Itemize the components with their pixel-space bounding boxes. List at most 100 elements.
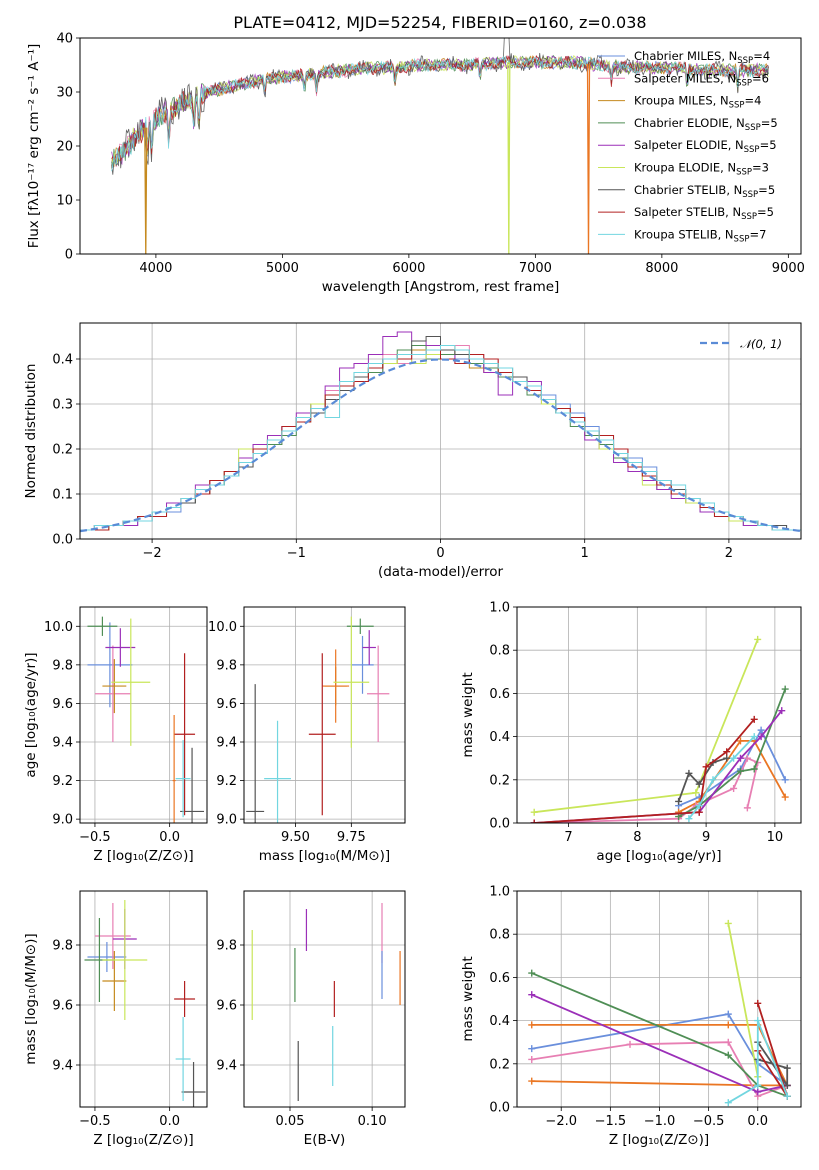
y-tick-label: 9.4 (52, 1059, 73, 1074)
x-axis-label: (data-model)/error (378, 564, 504, 580)
x-axis-label: age [log₁₀(age/yr)] (596, 848, 721, 864)
data-point (743, 804, 751, 812)
x-tick-label: 0.0 (159, 830, 180, 845)
data-point (528, 1021, 536, 1029)
y-tick-label: 0.4 (489, 1014, 510, 1029)
legend-series-name: Kroupa ELODIE (634, 161, 720, 175)
x-tick-label: 0.0 (747, 1114, 768, 1129)
y-tick-label: 9.0 (52, 813, 73, 828)
data-point (754, 1017, 762, 1025)
data-point (724, 919, 732, 927)
x-tick-label: 9.50 (281, 830, 310, 845)
y-tick-label: 1.0 (489, 885, 510, 900)
data-point (530, 819, 538, 823)
y-tick-label: 10.0 (208, 620, 237, 635)
data-point (530, 808, 538, 816)
x-tick-label: 0.0 (159, 1114, 180, 1129)
legend-label: Kroupa ELODIE, NSSP=3 (634, 161, 769, 178)
data-point (724, 1021, 732, 1029)
x-tick-label: 4000 (139, 261, 172, 276)
y-tick-label: 9.6 (216, 999, 237, 1014)
normal-curve (80, 358, 801, 533)
histogram-step (80, 349, 801, 539)
y-tick-label: 9.2 (52, 774, 73, 789)
data-point (695, 808, 703, 816)
data-point (724, 1038, 732, 1046)
y-tick-label: 0.6 (489, 971, 510, 986)
legend-label: 𝒩(0, 1) (740, 337, 782, 351)
x-tick-label: 8000 (645, 261, 678, 276)
y-tick-label: 20 (56, 140, 73, 155)
y-tick-label: 0.1 (52, 488, 73, 503)
data-point (730, 754, 738, 762)
x-tick-label: −0.5 (79, 1114, 111, 1129)
legend-nssp: 4 (763, 49, 770, 63)
plot-area (80, 331, 801, 539)
data-point (778, 707, 786, 715)
data-point (754, 999, 762, 1007)
axes-frame (516, 890, 802, 1108)
plot-area (530, 635, 789, 823)
legend-series-name: Kroupa STELIB (634, 227, 718, 241)
y-tick-label: 0.0 (489, 817, 510, 832)
x-tick-label: 1 (581, 546, 589, 561)
axes-frame (516, 606, 802, 824)
data-point (736, 754, 744, 762)
x-tick-label: 5000 (266, 261, 299, 276)
y-tick-label: 9.4 (52, 736, 73, 751)
spectrum-dropout (507, 62, 511, 254)
plot-area (84, 900, 206, 1107)
x-axis-label: Z [log₁₀(Z/Z⊙)] (93, 848, 193, 864)
data-point (757, 733, 765, 741)
legend-label: Chabrier MILES, NSSP=4 (634, 49, 770, 66)
data-point (781, 793, 789, 801)
data-point (724, 1099, 732, 1107)
y-tick-label: 10 (56, 194, 73, 209)
legend-nssp: 4 (754, 94, 761, 108)
y-tick-label: 0.2 (489, 1057, 510, 1072)
spectrum-line (111, 55, 769, 161)
legend: Chabrier MILES, NSSP=4 Salpeter MILES, NS… (598, 49, 778, 244)
data-point (724, 1051, 732, 1059)
x-tick-label: −2.0 (545, 1114, 577, 1129)
y-tick-label: 0.8 (489, 644, 510, 659)
y-tick-label: 0.4 (489, 730, 510, 745)
x-tick-label: 9000 (772, 261, 805, 276)
legend-series-name: Kroupa MILES (634, 94, 713, 108)
legend-label: Chabrier ELODIE, NSSP=5 (634, 116, 778, 133)
legend-nssp: 5 (769, 138, 776, 152)
legend-label: Salpeter STELIB, NSSP=5 (634, 205, 774, 222)
y-tick-label: 9.4 (216, 736, 237, 751)
y-tick-label: 9.4 (216, 1059, 237, 1074)
plot-area (251, 903, 401, 1101)
legend-label: Kroupa MILES, NSSP=4 (634, 94, 761, 111)
legend-series-name: Chabrier MILES (634, 49, 721, 63)
x-tick-label: 2 (725, 546, 733, 561)
y-tick-label: 0 (65, 248, 73, 263)
data-point (757, 726, 765, 734)
y-tick-label: 0.4 (52, 353, 73, 368)
legend-series-name: Salpeter MILES (634, 71, 720, 85)
data-point (528, 991, 536, 999)
data-point (754, 635, 762, 643)
x-axis-label: E(B-V) (304, 1132, 346, 1148)
data-point (695, 780, 703, 788)
y-tick-label: 0.6 (489, 687, 510, 702)
data-point (724, 1010, 732, 1018)
x-tick-label: 7 (564, 830, 572, 845)
y-tick-label: 30 (56, 86, 73, 101)
panel-mass-vs-Z: −0.5 0.0 9.4 9.6 9.8 Z [log₁₀(Z/Z⊙)] mass [log… (23, 890, 208, 1148)
legend-label: Salpeter MILES, NSSP=6 (634, 71, 769, 88)
data-point (702, 763, 710, 771)
data-point (736, 737, 744, 745)
y-tick-label: 9.0 (216, 813, 237, 828)
x-tick-label: 0.05 (276, 1114, 305, 1129)
figure-title: PLATE=0412, MJD=52254, FIBERID=0160, z=0… (233, 13, 646, 32)
mass-weight-line (531, 1024, 789, 1087)
axes-frame (79, 322, 802, 540)
plot-area (111, 38, 769, 254)
data-point (528, 1055, 536, 1063)
x-tick-label: 0 (436, 546, 444, 561)
x-tick-label: 9.75 (337, 830, 366, 845)
